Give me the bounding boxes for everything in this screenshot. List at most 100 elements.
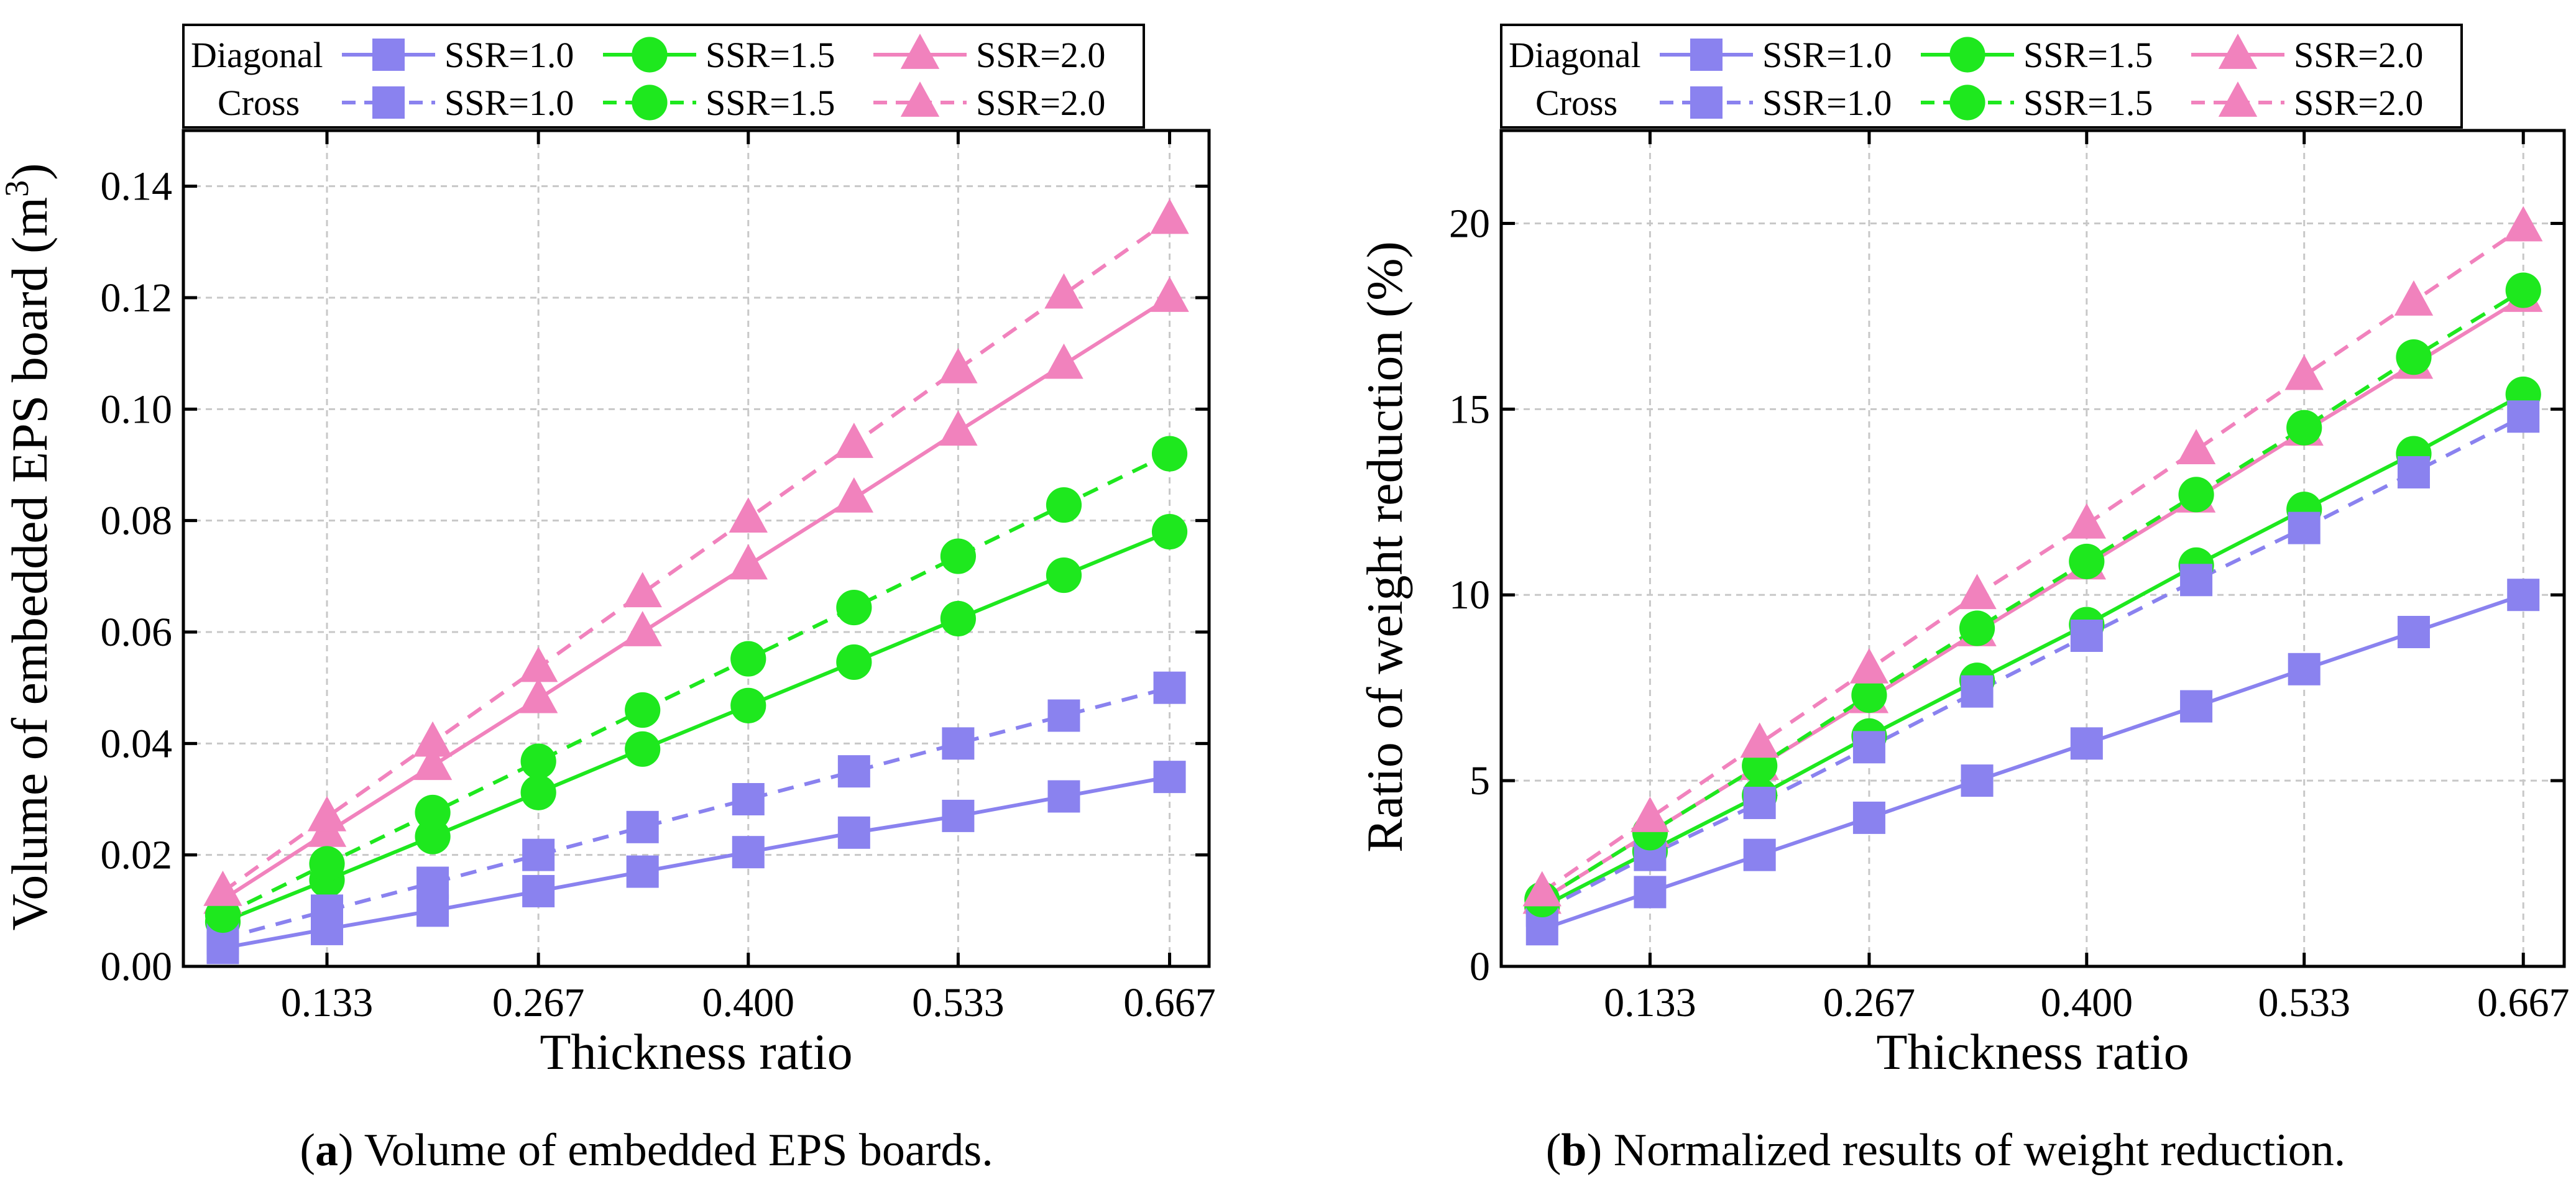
panel-a-legend-row-label-diagonal: Diagonal (191, 35, 323, 75)
panel-b-point-cross-square (2288, 511, 2321, 544)
panel-b-legend-marker-cross-square (1690, 86, 1723, 119)
panel-a-caption-text: Volume of embedded EPS boards. (354, 1125, 993, 1176)
panel-a-point-diagonal-circle (730, 687, 766, 723)
panel-a-point-cross-circle (415, 794, 451, 831)
panel-b-point-cross-triangle (1522, 871, 1562, 907)
panel-b-legend-entry-label: SSR=1.5 (2023, 83, 2153, 123)
panel-b-x-tick-label: 0.667 (2477, 980, 2570, 1025)
panel-a-series-line-diagonal-0 (222, 775, 1171, 950)
panel-a-legend: Diagonal SSR=1.0 SSR=1.5 SSR=2.0 Cross SSR=1.… (182, 24, 1145, 129)
panel-b-x-tick-label: 0.133 (1604, 980, 1696, 1025)
panel-a-point-diagonal-triangle (1150, 277, 1189, 312)
panel-a-chart: 0.133 0.267 0.400 0.533 0.667 0.00 0.02 0.04 0.0… (0, 24, 1216, 1080)
panel-b-series-line-cross-5 (1541, 225, 2524, 894)
panel-a-point-cross-circle (309, 846, 345, 882)
panel-b-point-cross-triangle (2067, 503, 2107, 539)
panel-a-legend-entry-label: SSR=1.0 (444, 83, 574, 123)
panel-b-plot-frame (1499, 129, 2566, 968)
panel-a-legend-entry-label: SSR=2.0 (976, 83, 1105, 123)
panel-a-legend-entry-label: SSR=1.5 (706, 35, 835, 75)
panel-b-point-cross-triangle (2284, 354, 2324, 390)
panel-b-point-cross-square (1961, 675, 1994, 708)
panel-a-series-line-diagonal-2 (221, 296, 1171, 901)
panel-b-series-line-diagonal-0 (1541, 593, 2524, 932)
panel-b-point-diagonal-square (1634, 876, 1667, 909)
panel-a-x-tick-label: 0.267 (492, 980, 585, 1025)
panel-a-legend-marker-cross-square (372, 86, 405, 119)
panel-a-y-axis-title: Volume of embedded EPS board (m3) (0, 163, 58, 931)
panel-a-point-diagonal-circle (1151, 514, 1188, 550)
panel-a-point-cross-circle (205, 897, 241, 933)
panel-a-legend-marker-cross-triangle (900, 81, 940, 117)
panel-a-legend-entry-label: SSR=2.0 (976, 35, 1105, 75)
panel-a-legend-marker-diagonal-triangle (900, 34, 940, 69)
panel-b-point-cross-circle (2069, 543, 2105, 580)
panel-a-series-line-cross-5 (221, 218, 1171, 894)
panel-a-point-diagonal-square (942, 799, 975, 832)
panel-b-legend-marker-cross-triangle (2218, 81, 2258, 117)
panel-a-point-cross-triangle (413, 721, 453, 757)
panel-a-point-cross-triangle (729, 497, 768, 533)
panel-a-y-tick-label: 0.08 (101, 498, 173, 544)
panel-a-point-cross-square (416, 866, 449, 899)
panel-b-caption-text: Normalized results of weight reduction. (1602, 1125, 2345, 1176)
panel-b-point-cross-circle (1959, 610, 1995, 646)
panel-a-point-diagonal-square (1047, 780, 1080, 813)
panel-a-point-diagonal-triangle (834, 477, 874, 513)
panel-b-point-diagonal-square (2070, 727, 2103, 760)
panel-b-point-cross-circle (2178, 477, 2214, 513)
panel-b-point-cross-triangle (1740, 722, 1779, 758)
panel-b-point-diagonal-square (2507, 579, 2540, 612)
panel-a-point-cross-square (837, 755, 870, 788)
panel-b-point-cross-square (1743, 786, 1776, 819)
panel-a-x-tick-label: 0.667 (1123, 980, 1216, 1025)
panel-b-point-cross-square (2507, 400, 2540, 433)
panel-b-point-cross-triangle (1849, 648, 1889, 684)
panel-a-point-diagonal-circle (1046, 557, 1082, 594)
panel-a-point-cross-square (732, 783, 765, 815)
panel-a-legend-entry-label: SSR=1.5 (706, 83, 835, 123)
panel-b-y-tick-label: 5 (1470, 758, 1490, 804)
panel-b-point-cross-square (2397, 456, 2430, 488)
panel-a-point-diagonal-square (522, 874, 555, 907)
panel-a-point-cross-triangle (939, 347, 978, 383)
panel-b-point-diagonal-square (2397, 616, 2430, 648)
panel-b-legend-row-label-cross: Cross (1535, 83, 1617, 123)
panel-b-legend-entry-label: SSR=2.0 (2294, 83, 2423, 123)
panel-b-y-tick-label: 15 (1449, 387, 1490, 432)
panel-a-y-tick-label: 0.14 (101, 164, 173, 209)
panel-b-legend-entry-label: SSR=1.0 (1762, 35, 1892, 75)
panel-b-y-tick-label: 20 (1449, 201, 1490, 246)
panel-b-chart: 0.133 0.267 0.400 0.533 0.667 0 5 10 15 20 Thickne… (1356, 24, 2570, 1080)
panel-b-point-cross-circle (1851, 677, 1887, 713)
panel-b-y-axis-title: Ratio of weight reduction (%) (1356, 241, 1413, 853)
panel-b-y-tick-label: 0 (1470, 944, 1490, 989)
panel-a-point-diagonal-triangle (939, 410, 978, 446)
panel-b-legend-entry-label: SSR=2.0 (2294, 35, 2423, 75)
panel-a-point-diagonal-square (837, 816, 870, 849)
panel-a-point-cross-square (942, 727, 975, 760)
panel-b-point-cross-triangle (2176, 429, 2216, 465)
panel-a-legend-marker-diagonal-square (372, 39, 405, 71)
panel-b-caption-letter: b (1561, 1125, 1586, 1176)
panel-a-point-diagonal-square (732, 836, 765, 869)
panel-b-point-cross-square (2070, 619, 2103, 652)
panel-a-y-tick-label: 0.04 (101, 721, 173, 766)
panel-a-x-tick-label: 0.400 (702, 980, 795, 1025)
panel-b-series-line-diagonal-1 (1541, 392, 2524, 909)
panel-b-point-cross-triangle (1631, 797, 1670, 832)
panel-a-caption: (a) Volume of embedded EPS boards. (300, 1125, 993, 1176)
panel-b-legend-row-label-diagonal: Diagonal (1509, 35, 1641, 75)
panel-b-point-cross-triangle (1957, 574, 1997, 610)
panel-b-legend-marker-diagonal-triangle (2218, 34, 2258, 69)
panel-a-y-tick-label: 0.02 (101, 833, 173, 878)
panel-b-x-tick-label: 0.400 (2041, 980, 2133, 1025)
panel-a-x-tick-label: 0.533 (912, 980, 1005, 1025)
panel-a-y-tick-label: 0.00 (101, 944, 173, 989)
panel-a-point-diagonal-triangle (1044, 343, 1083, 379)
panel-a-point-cross-triangle (307, 795, 347, 832)
panel-b-y-tick-label: 10 (1449, 572, 1490, 618)
panel-a-legend-marker-diagonal-circle (632, 37, 668, 73)
panel-a-point-diagonal-square (626, 855, 659, 888)
